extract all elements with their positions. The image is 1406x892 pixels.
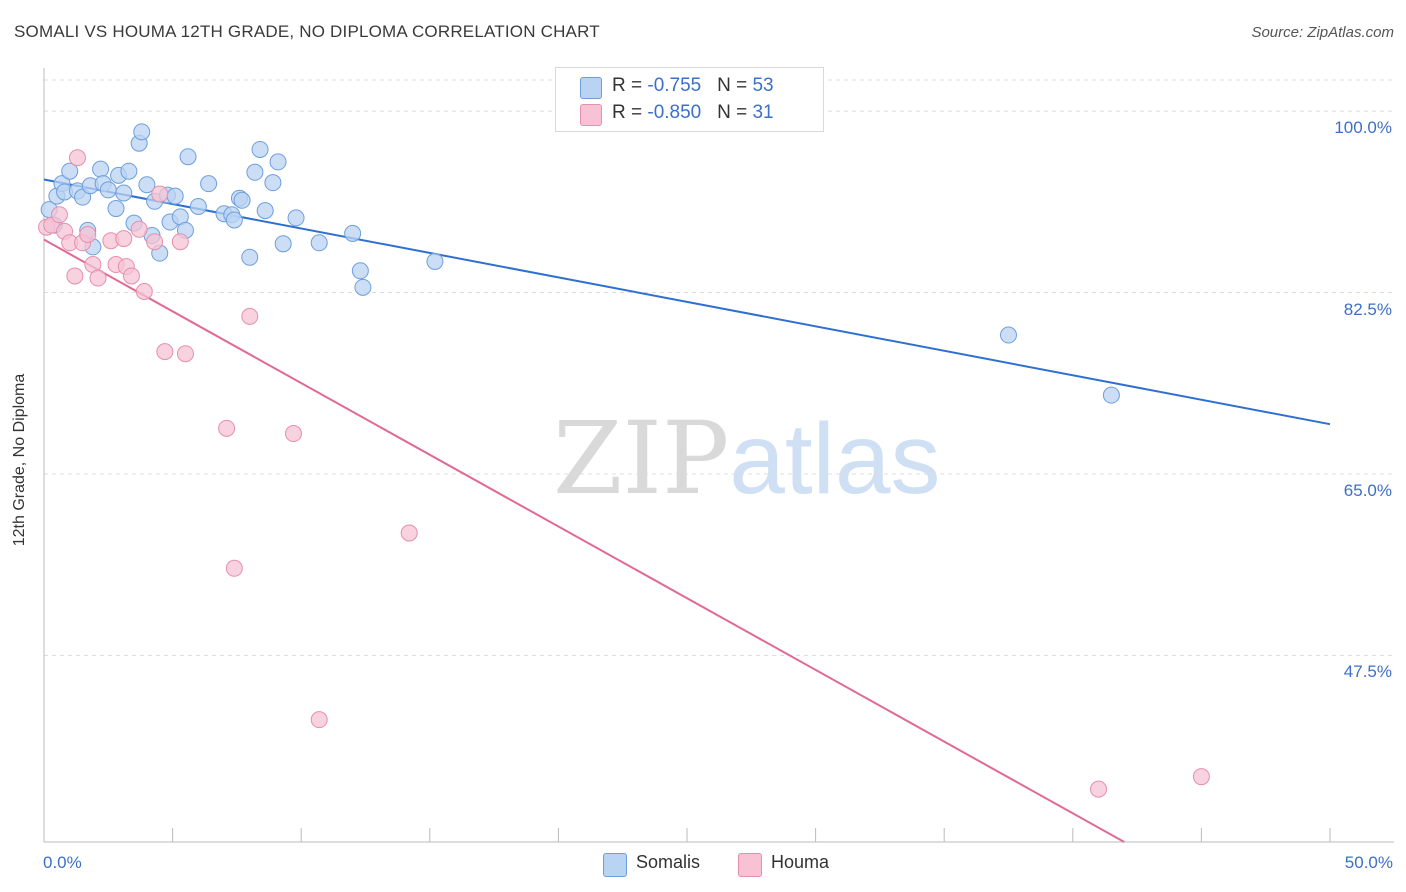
somalis-point (287, 209, 305, 227)
houma-point (1090, 780, 1108, 798)
somalis-r-label: R = (612, 75, 648, 96)
y-axis-label: 12th Grade, No Diploma (11, 373, 28, 547)
y-tick-label: 65.0% (1343, 480, 1392, 500)
houma-point (122, 267, 140, 285)
somalis-point (1102, 386, 1120, 404)
houma-point (68, 149, 86, 167)
somalis-point (344, 224, 362, 242)
watermark: ZIPatlas (553, 400, 941, 517)
somalis-point (256, 202, 274, 220)
houma-point (400, 524, 418, 542)
somalis-point (115, 184, 133, 202)
somalis-point (107, 200, 125, 218)
somalis-point (233, 191, 251, 209)
grid-lines (44, 79, 1394, 656)
somalis-n-value: 53 (752, 75, 774, 96)
source-label: Source: ZipAtlas.com (1251, 24, 1394, 41)
houma-point (171, 233, 189, 251)
chart-title: SOMALI VS HOUMA 12TH GRADE, NO DIPLOMA C… (14, 22, 600, 41)
houma-point (50, 206, 68, 224)
somalis-point (166, 187, 184, 205)
somalis-point (246, 163, 264, 181)
somalis-point (99, 181, 117, 199)
watermark-zip: ZIP (553, 400, 730, 517)
houma-point (241, 307, 259, 325)
watermark-atlas: atlas (729, 403, 941, 515)
bottom-legend-houma-label: Houma (771, 852, 830, 872)
somalis-point (138, 176, 156, 194)
bottom-legend-houma-swatch (738, 853, 762, 877)
houma-point (79, 225, 97, 243)
x-tick-label-min: 0.0% (43, 853, 82, 872)
somalis-r-value: -0.755 (647, 75, 702, 96)
houma-point (218, 419, 236, 437)
somalis-point (426, 252, 444, 270)
houma-n-value: 31 (752, 102, 774, 123)
houma-point (225, 559, 243, 577)
correlation-legend: R = -0.755 N = 53 R = -0.850 N = 31 (555, 67, 824, 132)
houma-point (151, 185, 169, 203)
somalis-point (269, 153, 287, 171)
somalis-swatch (580, 77, 602, 99)
houma-point (284, 425, 302, 443)
somalis-point (200, 175, 218, 193)
houma-point (146, 233, 164, 251)
y-tick-label: 47.5% (1343, 662, 1392, 682)
houma-n-label: N = (717, 102, 753, 123)
y-tick-label: 82.5% (1343, 299, 1392, 319)
houma-trend-line (43, 238, 1125, 843)
axes (43, 68, 1394, 843)
houma-point (176, 345, 194, 363)
houma-point (130, 220, 148, 238)
somalis-point (179, 148, 197, 166)
x-tick-label-max: 50.0% (1344, 853, 1393, 872)
houma-point (89, 269, 107, 287)
houma-point (115, 230, 133, 248)
somalis-n-label: N = (717, 75, 753, 96)
somalis-point (351, 262, 369, 280)
houma-point (310, 711, 328, 729)
houma-point (135, 282, 153, 300)
bottom-legend-somalis-label: Somalis (636, 852, 701, 872)
somalis-point (133, 123, 151, 141)
somalis-point (189, 197, 207, 215)
houma-swatch (580, 104, 602, 126)
somalis-point (251, 140, 269, 158)
trend-lines (43, 178, 1331, 843)
somalis-point (310, 234, 328, 252)
somalis-point (1000, 326, 1017, 344)
bottom-legend-somalis-swatch (603, 853, 627, 877)
houma-point (1192, 768, 1210, 786)
somalis-point (241, 248, 259, 266)
y-tick-label: 100.0% (1334, 118, 1392, 138)
houma-r-label: R = (612, 102, 648, 123)
somalis-point (61, 162, 79, 180)
somalis-point (354, 278, 372, 296)
somalis-point (92, 160, 110, 178)
somalis-point (264, 174, 282, 192)
houma-point (66, 267, 84, 285)
somalis-point (225, 211, 243, 229)
somalis-point (120, 162, 138, 180)
data-points (38, 123, 1210, 798)
somalis-point (274, 235, 292, 253)
somalis-trend-line (43, 178, 1331, 426)
houma-point (156, 343, 174, 361)
houma-r-value: -0.850 (647, 102, 702, 123)
